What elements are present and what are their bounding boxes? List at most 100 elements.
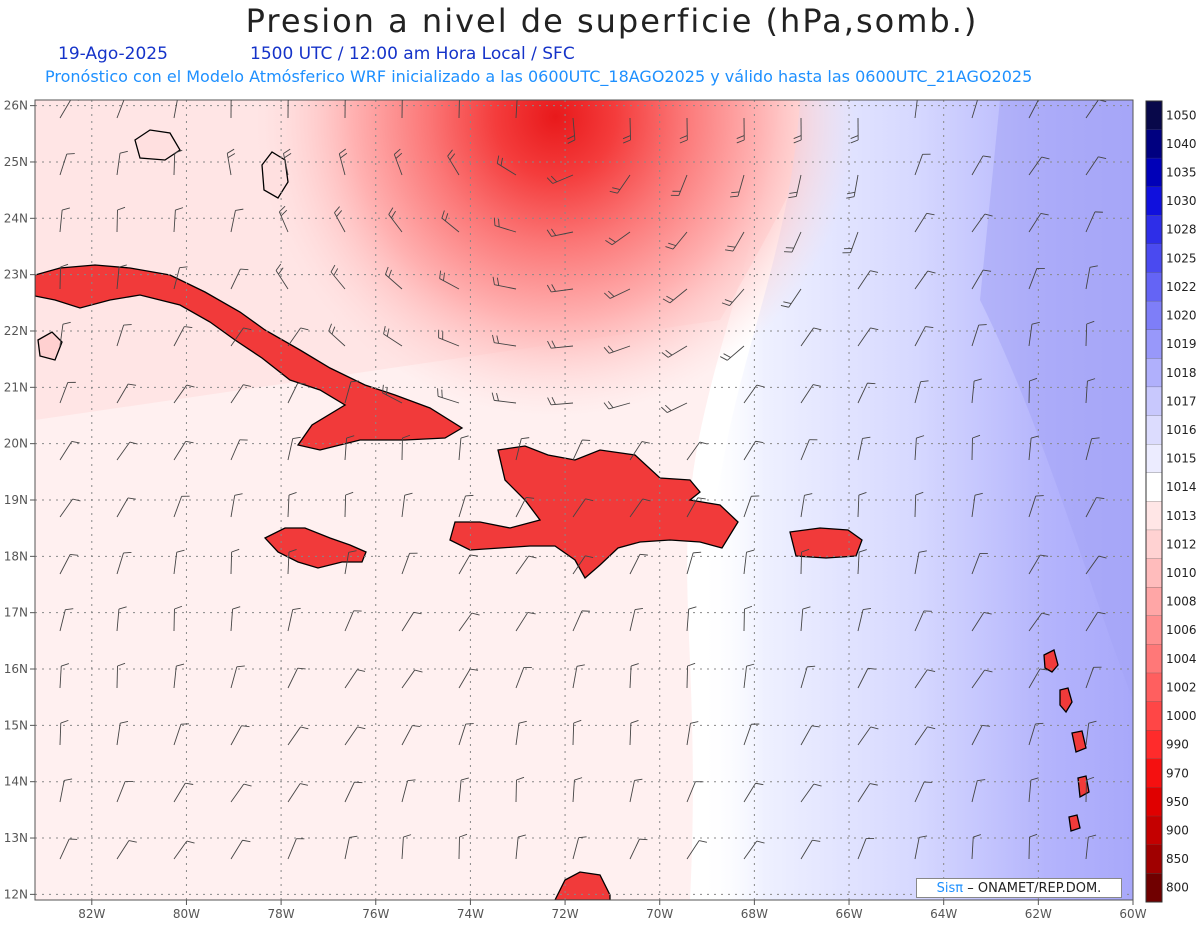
wind-barb bbox=[1028, 212, 1049, 233]
wind-barbs bbox=[59, 100, 1107, 860]
wind-barb bbox=[116, 662, 126, 689]
wind-barb bbox=[344, 726, 366, 746]
wind-barb bbox=[388, 207, 403, 233]
wind-barb bbox=[59, 498, 81, 518]
wind-barb bbox=[857, 549, 867, 575]
wind-barb bbox=[230, 665, 245, 689]
wind-barb bbox=[116, 840, 137, 860]
wind-barb bbox=[401, 434, 411, 461]
wind-barb bbox=[686, 662, 696, 689]
map-axes: 26N 25N 24N 23N 22N 21N 20N 19N 18N 17N 16N 15N 14N 1… bbox=[4, 99, 1147, 921]
wind-barb bbox=[230, 100, 234, 119]
wind-barb bbox=[686, 781, 704, 803]
wind-barb bbox=[437, 388, 460, 404]
wind-barb bbox=[547, 340, 574, 349]
wind-barb bbox=[458, 723, 474, 746]
wind-barb bbox=[116, 100, 125, 119]
wind-barb bbox=[857, 667, 876, 689]
colorbar-swatch bbox=[1146, 758, 1162, 788]
colorbar-label: 1030 bbox=[1166, 194, 1197, 208]
wind-barb bbox=[226, 148, 236, 176]
wind-barb bbox=[59, 778, 73, 803]
wind-barb bbox=[492, 334, 517, 347]
wind-barb bbox=[59, 263, 69, 290]
wind-barb bbox=[230, 839, 251, 860]
colorbar-swatch bbox=[1146, 787, 1162, 817]
lat-label: 21N bbox=[4, 380, 28, 394]
wind-barb bbox=[857, 838, 875, 860]
colorbar-label: 970 bbox=[1166, 766, 1189, 780]
wind-barb bbox=[572, 610, 590, 632]
lat-label: 16N bbox=[4, 662, 28, 676]
wind-barb bbox=[546, 228, 574, 237]
wind-barb bbox=[515, 666, 532, 689]
wind-barb bbox=[609, 174, 631, 194]
colorbar-label: 1017 bbox=[1166, 394, 1197, 408]
wind-barb bbox=[173, 723, 190, 746]
wind-barb bbox=[287, 100, 291, 119]
wind-barb bbox=[116, 606, 127, 632]
lon-label: 76W bbox=[362, 907, 389, 921]
wind-barb bbox=[515, 720, 527, 746]
colorbar-swatch bbox=[1146, 701, 1162, 731]
wind-barb bbox=[743, 663, 755, 689]
wind-barb bbox=[622, 117, 631, 144]
wind-barb bbox=[59, 321, 71, 347]
colorbar-label: 1006 bbox=[1166, 623, 1197, 637]
wind-barb bbox=[572, 719, 582, 746]
island-florida-keys bbox=[134, 129, 181, 161]
wind-barb bbox=[344, 550, 357, 575]
wind-barb bbox=[720, 345, 745, 361]
wind-barb bbox=[686, 606, 697, 632]
wind-barb bbox=[603, 345, 631, 354]
wind-barb bbox=[287, 783, 308, 803]
wind-barb bbox=[800, 725, 820, 746]
colorbar-label: 1014 bbox=[1166, 480, 1197, 494]
wind-barb bbox=[59, 663, 70, 689]
wind-barb bbox=[287, 327, 309, 347]
wind-barb bbox=[383, 326, 403, 347]
wind-barb bbox=[572, 498, 594, 518]
wind-barb bbox=[116, 264, 127, 290]
colorbar-label: 1035 bbox=[1166, 166, 1197, 180]
wind-barb bbox=[686, 840, 708, 860]
wind-barb bbox=[603, 288, 631, 299]
colorbar-label: 1050 bbox=[1166, 108, 1197, 122]
wind-barb bbox=[971, 612, 992, 632]
island-isla-de-la-juventud bbox=[37, 331, 63, 361]
wind-barb bbox=[800, 493, 813, 518]
wind-barb bbox=[629, 663, 639, 689]
wind-barb bbox=[344, 610, 362, 632]
wind-barb bbox=[743, 549, 755, 575]
wind-barb bbox=[438, 329, 460, 347]
colorbar-swatch bbox=[1146, 329, 1162, 359]
lon-label: 70W bbox=[646, 907, 673, 921]
colorbar-label: 1008 bbox=[1166, 595, 1197, 609]
wind-barb bbox=[515, 555, 537, 575]
wind-barb bbox=[287, 382, 306, 404]
wind-barb bbox=[1085, 666, 1102, 689]
map-graticule bbox=[35, 100, 1133, 900]
wind-barb bbox=[59, 838, 78, 860]
wind-barb bbox=[1085, 776, 1095, 803]
wind-barb bbox=[857, 783, 878, 803]
wind-barb bbox=[721, 288, 745, 307]
wind-barb bbox=[515, 497, 535, 518]
colorbar-swatch bbox=[1146, 387, 1162, 416]
wind-barb bbox=[1028, 777, 1039, 803]
wind-barb bbox=[842, 231, 859, 254]
wind-barb bbox=[173, 326, 193, 347]
wind-barb bbox=[230, 268, 249, 290]
wind-barb bbox=[173, 549, 185, 575]
lat-label: 24N bbox=[4, 211, 28, 225]
colorbar-swatch bbox=[1146, 444, 1162, 473]
wind-barb bbox=[173, 782, 194, 803]
wind-barb bbox=[515, 776, 525, 803]
colorbar-label: 1022 bbox=[1166, 280, 1197, 294]
wind-barb bbox=[441, 210, 460, 233]
wind-barb bbox=[800, 839, 821, 860]
lon-label: 78W bbox=[268, 907, 295, 921]
wind-barb bbox=[401, 552, 418, 575]
wind-barb bbox=[788, 174, 802, 199]
